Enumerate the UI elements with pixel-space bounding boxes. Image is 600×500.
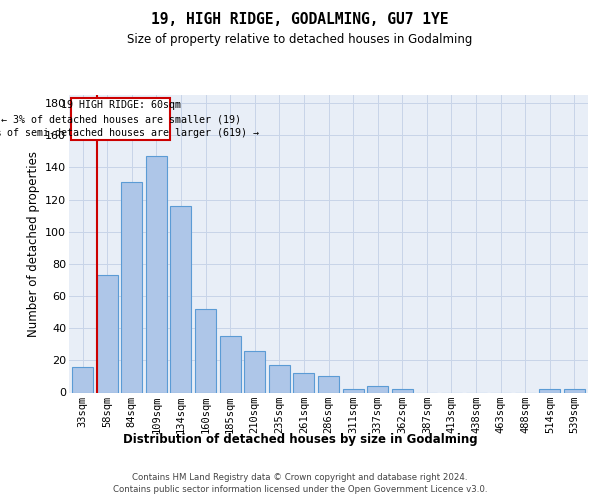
Bar [269,365,290,392]
Bar [343,390,364,392]
Text: Size of property relative to detached houses in Godalming: Size of property relative to detached ho… [127,32,473,46]
Text: Contains public sector information licensed under the Open Government Licence v3: Contains public sector information licen… [113,485,487,494]
Bar [220,336,241,392]
Text: 19 HIGH RIDGE: 60sqm: 19 HIGH RIDGE: 60sqm [61,100,181,110]
Bar [97,275,118,392]
Bar [195,309,216,392]
Text: 19, HIGH RIDGE, GODALMING, GU7 1YE: 19, HIGH RIDGE, GODALMING, GU7 1YE [151,12,449,28]
Bar [170,206,191,392]
Bar [71,98,170,140]
Y-axis label: Number of detached properties: Number of detached properties [26,151,40,337]
Bar [121,182,142,392]
Bar [293,373,314,392]
Text: 97% of semi-detached houses are larger (619) →: 97% of semi-detached houses are larger (… [0,128,259,138]
Bar [392,390,413,392]
Text: Distribution of detached houses by size in Godalming: Distribution of detached houses by size … [122,432,478,446]
Bar [564,390,585,392]
Text: Contains HM Land Registry data © Crown copyright and database right 2024.: Contains HM Land Registry data © Crown c… [132,472,468,482]
Bar [72,367,93,392]
Bar [244,350,265,393]
Bar [146,156,167,392]
Bar [539,390,560,392]
Text: ← 3% of detached houses are smaller (19): ← 3% of detached houses are smaller (19) [1,114,241,124]
Bar [318,376,339,392]
Bar [367,386,388,392]
